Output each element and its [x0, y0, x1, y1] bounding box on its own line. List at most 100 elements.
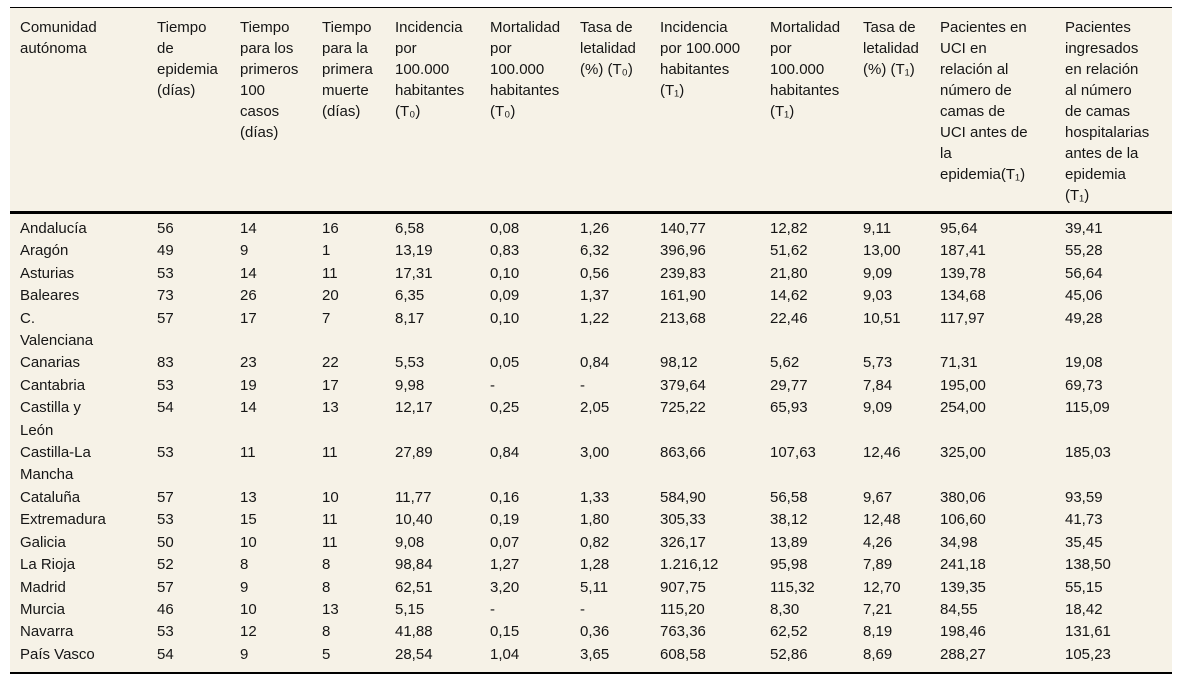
table-cell: 5,15 [395, 600, 425, 618]
table-cell: 62,52 [770, 623, 808, 641]
table-cell: 95,98 [770, 556, 808, 574]
table-cell: 725,22 [660, 399, 706, 417]
row-community-name: País Vasco [20, 645, 95, 663]
table-cell: 3,65 [580, 645, 610, 663]
table-row: Galicia 50 10 11 9,08 0,07 0,82 326,17 13,89 4,26… [10, 532, 1172, 554]
table-cell: 187,41 [940, 242, 986, 260]
table-cell: 6,35 [395, 287, 425, 305]
table-cell: 115,32 [770, 578, 815, 596]
table-cell: 8 [322, 556, 331, 574]
table-cell: 326,17 [660, 533, 706, 551]
table-cell: 17,31 [395, 264, 433, 282]
table-cell: 93,59 [1065, 488, 1103, 506]
table-cell: 3,20 [490, 578, 520, 596]
table-cell: 0,82 [580, 533, 610, 551]
row-community-name: Cantabria [20, 376, 86, 394]
table-row: Extremadura 53 15 11 10,40 0,19 1,80 305,33 38,1… [10, 509, 1172, 531]
row-community-name: Castilla-La Mancha [20, 444, 91, 484]
column-header: Pacientes ingresados en relación al núme… [1055, 8, 1172, 214]
table-cell: 8,17 [395, 309, 425, 327]
table-cell: 14 [240, 264, 257, 282]
table-cell: 22 [322, 354, 339, 372]
table-cell: 21,80 [770, 264, 808, 282]
table-row: C. Valenciana 57 17 7 8,17 0,10 1,22 213,68 22,4… [10, 308, 1172, 353]
table-cell: 608,58 [660, 645, 706, 663]
row-community-name: La Rioja [20, 556, 76, 574]
table-body: Andalucía 56 14 16 6,58 0,08 1,26 140,77 12,82 9,… [10, 213, 1172, 673]
row-community-name: Cataluña [20, 488, 81, 506]
table-cell: 0,36 [580, 623, 610, 641]
table-cell: - [490, 600, 495, 618]
table-cell: 5,73 [863, 354, 893, 372]
row-community-name: Baleares [20, 287, 80, 305]
table-cell: 11 [240, 444, 256, 462]
table-cell: 185,03 [1065, 444, 1111, 462]
table-cell: 10 [240, 533, 257, 551]
table-cell: 14,62 [770, 287, 808, 305]
table-cell: 254,00 [940, 399, 986, 417]
table-cell: 52,86 [770, 645, 808, 663]
table-cell: 12,70 [863, 578, 901, 596]
table-cell: 9 [240, 242, 249, 260]
table-row: Baleares 73 26 20 6,35 0,09 1,37 161,90 14,62 9,0… [10, 285, 1172, 307]
table-cell: 288,27 [940, 645, 986, 663]
table-cell: 54 [157, 645, 174, 663]
table-cell: 13 [322, 399, 339, 417]
table-cell: 23 [240, 354, 257, 372]
table-cell: 7,84 [863, 376, 893, 394]
table-cell: 71,31 [940, 354, 978, 372]
table-cell: - [580, 600, 585, 618]
table-cell: 10 [322, 488, 339, 506]
table-row: Asturias 53 14 11 17,31 0,10 0,56 239,83 21,80 9,… [10, 263, 1172, 285]
table-cell: 1,33 [580, 488, 610, 506]
table-cell: 239,83 [660, 264, 706, 282]
table-cell: 379,64 [660, 376, 706, 394]
table-cell: 105,23 [1065, 645, 1111, 663]
table-cell: 0,07 [490, 533, 520, 551]
table-row: Murcia 46 10 13 5,15 - - 115,20 8,30 7,21 84,55 18,… [10, 599, 1172, 621]
table-cell: 1,80 [580, 511, 610, 529]
table-cell: 0,08 [490, 220, 520, 237]
column-header: Mortalidad por 100.000 habitantes (T₁) [760, 8, 853, 214]
table-cell: 9,08 [395, 533, 425, 551]
table-cell: 27,89 [395, 444, 433, 462]
table-cell: 138,50 [1065, 556, 1111, 574]
table-cell: 50 [157, 533, 174, 551]
table-cell: 0,84 [490, 444, 520, 462]
table-cell: 3,00 [580, 444, 610, 462]
table-cell: 7 [322, 309, 331, 327]
table-cell: 0,56 [580, 264, 610, 282]
row-community-name: Navarra [20, 623, 74, 641]
table-cell: 46 [157, 600, 174, 618]
table-cell: 161,90 [660, 287, 706, 305]
table-row: Canarias 83 23 22 5,53 0,05 0,84 98,12 5,62 5,73 7… [10, 352, 1172, 374]
table-cell: 584,90 [660, 488, 706, 506]
table-cell: 57 [157, 488, 174, 506]
table-row: Cantabria 53 19 17 9,98 - - 379,64 29,77 7,84 195,… [10, 375, 1172, 397]
table-cell: 62,51 [395, 578, 433, 596]
table-cell: 56,58 [770, 488, 808, 506]
table-cell: 7,21 [863, 600, 893, 618]
column-header: Incidencia por 100.000 habitantes (T₁) [650, 8, 760, 214]
table-cell: 56,64 [1065, 264, 1103, 282]
table-cell: 5,62 [770, 354, 800, 372]
table-cell: 13,89 [770, 533, 808, 551]
table-cell: 5,53 [395, 354, 425, 372]
table-cell: 18,42 [1065, 600, 1103, 618]
table-cell: 57 [157, 578, 174, 596]
table-cell: 73 [157, 287, 174, 305]
table-cell: 7,89 [863, 556, 893, 574]
table-cell: 10,51 [863, 309, 901, 327]
table-cell: 13,19 [395, 242, 433, 260]
table-cell: 380,06 [940, 488, 986, 506]
column-header: Pacientes en UCI en relación al número d… [930, 8, 1055, 214]
table-cell: 140,77 [660, 220, 706, 237]
table-cell: 134,68 [940, 287, 986, 305]
table-cell: 8 [240, 556, 249, 574]
row-community-name: Andalucía [20, 220, 87, 237]
table-cell: 26 [240, 287, 257, 305]
table-cell: 6,58 [395, 220, 425, 237]
table-cell: 325,00 [940, 444, 986, 462]
table-cell: 1.216,12 [660, 556, 719, 574]
table-cell: 0,84 [580, 354, 610, 372]
